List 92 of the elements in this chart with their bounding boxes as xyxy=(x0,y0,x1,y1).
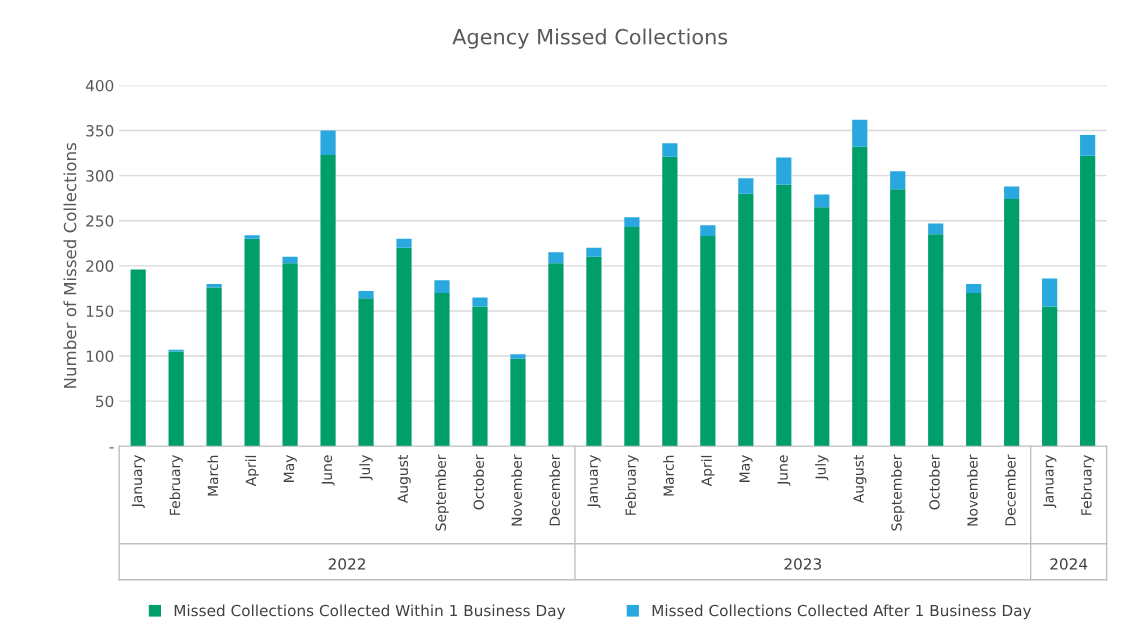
bar xyxy=(510,354,526,359)
y-tick-label: 350 xyxy=(86,125,114,137)
x-tick-label: September xyxy=(891,454,905,531)
x-tick-label: October xyxy=(473,454,484,510)
bar xyxy=(700,225,716,237)
bar xyxy=(928,223,944,235)
x-tick-label: July xyxy=(815,455,829,481)
bar xyxy=(548,263,564,447)
bar xyxy=(814,194,830,208)
x-tick-label: December xyxy=(1004,454,1016,526)
bar xyxy=(244,238,260,447)
x-tick-label: March xyxy=(663,455,674,496)
x-tick-label: August xyxy=(853,454,867,504)
bar xyxy=(738,178,754,194)
x-tick-label: April xyxy=(701,455,715,487)
bar xyxy=(586,247,602,257)
bar xyxy=(434,292,450,447)
y-tick-label: 100 xyxy=(86,350,114,363)
bar xyxy=(396,247,412,447)
bar xyxy=(928,234,944,447)
bar xyxy=(1004,186,1020,200)
bar xyxy=(1042,278,1058,307)
bar xyxy=(662,143,678,157)
x-tick-label: February xyxy=(1080,455,1095,515)
x-tick-label: November xyxy=(511,454,522,526)
bar xyxy=(1004,199,1020,447)
x-tick-label: June xyxy=(777,455,791,486)
x-tick-label: March xyxy=(207,455,219,496)
y-tick-label: 50 xyxy=(96,395,114,408)
bar xyxy=(1080,155,1096,447)
bar xyxy=(548,252,564,264)
bar xyxy=(358,291,374,299)
y-tick-label: 150 xyxy=(86,305,114,317)
bar xyxy=(966,292,982,447)
x-tick-label: July xyxy=(359,455,373,481)
bar xyxy=(472,297,488,307)
chart-title: Agency Missed Collections xyxy=(452,28,728,49)
y-tick-label: 400 xyxy=(85,79,114,92)
x-tick-label: June xyxy=(321,455,335,486)
bar xyxy=(890,171,906,190)
bar xyxy=(244,235,260,239)
bar xyxy=(320,154,336,447)
y-axis-title: Number of Missed Collections xyxy=(63,143,77,388)
text: 2022 xyxy=(328,558,365,570)
x-tick-label: October xyxy=(929,454,940,510)
bar xyxy=(472,306,488,447)
bar xyxy=(776,184,792,447)
bar xyxy=(1042,306,1058,447)
bar xyxy=(206,287,222,447)
text: 2023 xyxy=(784,558,822,570)
y-tick-label: 250 xyxy=(86,215,114,227)
bar xyxy=(852,146,868,447)
bar xyxy=(168,351,184,447)
bar xyxy=(206,283,222,288)
bar xyxy=(320,130,336,155)
bar xyxy=(396,238,412,248)
x-tick-label: May xyxy=(283,455,297,482)
x-tick-label: February xyxy=(169,455,183,515)
bar xyxy=(738,193,754,447)
bar xyxy=(358,298,374,447)
x-tick-label: January xyxy=(587,455,601,508)
legend-label: Missed Collections Collected Within 1 Business Day xyxy=(174,604,566,620)
x-tick-label: August xyxy=(397,454,411,504)
bar xyxy=(1080,135,1096,156)
bar xyxy=(662,156,678,447)
x-tick-label: April xyxy=(245,455,259,487)
y-tick-label: 300 xyxy=(86,170,114,182)
x-tick-label: February xyxy=(625,455,639,515)
y-tick-label: - xyxy=(109,447,114,449)
bar xyxy=(814,207,830,447)
bar xyxy=(586,256,602,447)
bar xyxy=(510,358,526,447)
x-tick-label: January xyxy=(1043,455,1057,508)
x-tick-label: September xyxy=(435,454,449,531)
x-tick-label: May xyxy=(739,455,753,482)
bar xyxy=(282,256,298,264)
bar xyxy=(776,157,792,185)
bar xyxy=(966,283,982,293)
bar xyxy=(890,189,906,447)
y-tick-label: 200 xyxy=(86,260,114,272)
bar xyxy=(852,119,868,147)
x-tick-label: January xyxy=(131,455,145,508)
bar xyxy=(624,217,640,228)
bar xyxy=(434,280,450,293)
x-tick-label: December xyxy=(549,454,560,526)
x-tick-label: November xyxy=(966,454,978,526)
bar xyxy=(130,269,146,447)
legend-label: Missed Collections Collected After 1 Business Day xyxy=(652,604,1032,620)
text: 2024 xyxy=(1050,558,1088,570)
bar xyxy=(624,227,640,447)
bar xyxy=(700,236,716,447)
bar xyxy=(282,263,298,447)
